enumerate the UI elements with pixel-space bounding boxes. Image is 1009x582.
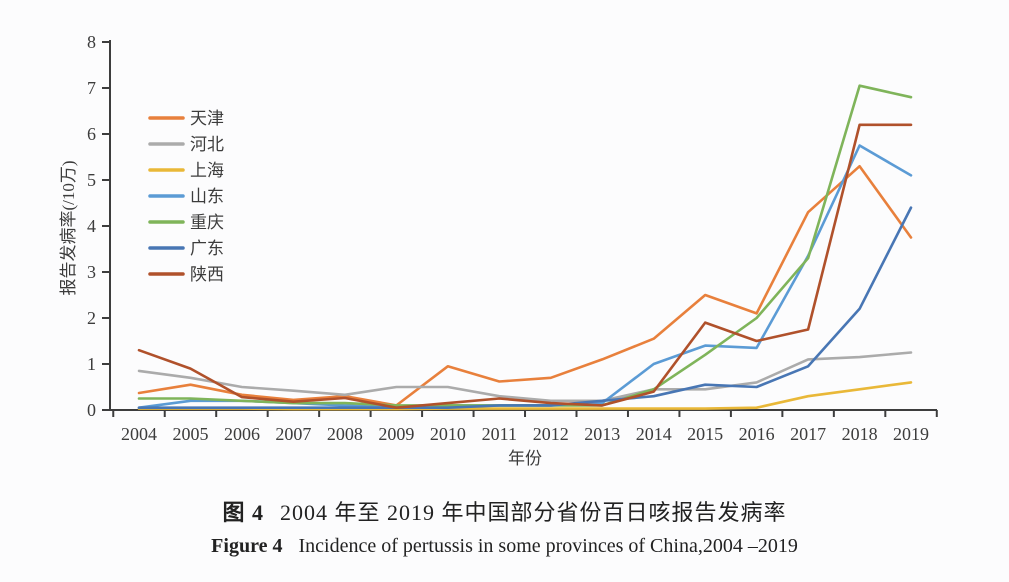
series-line-6 bbox=[137, 123, 913, 410]
x-tick-label: 2012 bbox=[533, 424, 569, 444]
y-tick-label: 1 bbox=[87, 354, 96, 374]
x-tick-label: 2008 bbox=[327, 424, 363, 444]
x-tick-label: 2015 bbox=[687, 424, 723, 444]
caption-english: Figure 4 Incidence of pertussis in some p… bbox=[0, 531, 1009, 561]
y-tick-label: 4 bbox=[87, 216, 96, 236]
y-tick-label: 6 bbox=[87, 124, 96, 144]
x-tick-label: 2014 bbox=[636, 424, 672, 444]
x-tick-label: 2017 bbox=[790, 424, 826, 444]
x-tick-label: 2016 bbox=[739, 424, 775, 444]
series-line-1 bbox=[137, 351, 913, 403]
x-tick-label: 2009 bbox=[378, 424, 414, 444]
legend-label-1: 河北 bbox=[190, 135, 224, 154]
y-tick-label: 3 bbox=[87, 262, 96, 282]
x-tick-label: 2005 bbox=[172, 424, 208, 444]
caption-zh-label: 图 4 bbox=[222, 500, 264, 525]
pertussis-line-chart: 0 1 2 3 4 5 6 7 8 2004 2005 2006 2007 2008 2009 2010 201… bbox=[59, 32, 938, 468]
x-axis-title: 年份 bbox=[508, 449, 542, 468]
x-tick-label: 2018 bbox=[842, 424, 878, 444]
y-tick-label: 8 bbox=[87, 32, 96, 52]
y-tick-label: 2 bbox=[87, 308, 96, 328]
series-line-4 bbox=[137, 84, 913, 407]
x-tick-label: 2013 bbox=[584, 424, 620, 444]
x-tick-label: 2004 bbox=[121, 424, 157, 444]
caption-en-text: Incidence of pertussis in some provinces… bbox=[298, 535, 798, 557]
legend-label-4: 重庆 bbox=[190, 213, 224, 232]
caption-zh-text: 2004 年至 2019 年中国部分省份百日咳报告发病率 bbox=[280, 500, 787, 525]
x-tick-label: 2010 bbox=[430, 424, 466, 444]
x-tick-label: 2011 bbox=[482, 424, 517, 444]
series-line-5 bbox=[137, 206, 913, 410]
legend-label-0: 天津 bbox=[190, 109, 224, 128]
legend-label-5: 广东 bbox=[190, 239, 224, 258]
legend-label-3: 山东 bbox=[190, 187, 224, 206]
caption-chinese: 图 4 2004 年至 2019 年中国部分省份百日咳报告发病率 bbox=[0, 496, 1009, 529]
legend-label-6: 陕西 bbox=[190, 265, 224, 284]
x-tick-label: 2007 bbox=[275, 424, 311, 444]
y-tick-label: 7 bbox=[87, 78, 96, 98]
x-tick-label: 2019 bbox=[893, 424, 929, 444]
legend-label-2: 上海 bbox=[190, 161, 224, 180]
x-tick-label: 2006 bbox=[224, 424, 260, 444]
series-line-0 bbox=[137, 164, 913, 407]
figure-caption: 图 4 2004 年至 2019 年中国部分省份百日咳报告发病率 Figure 4… bbox=[0, 496, 1009, 561]
y-tick-label: 0 bbox=[87, 400, 96, 420]
y-axis-title: 报告发病率(/10万) bbox=[59, 160, 78, 295]
y-tick-label: 5 bbox=[87, 170, 96, 190]
series-line-3 bbox=[137, 144, 913, 410]
caption-en-label: Figure 4 bbox=[211, 535, 283, 557]
